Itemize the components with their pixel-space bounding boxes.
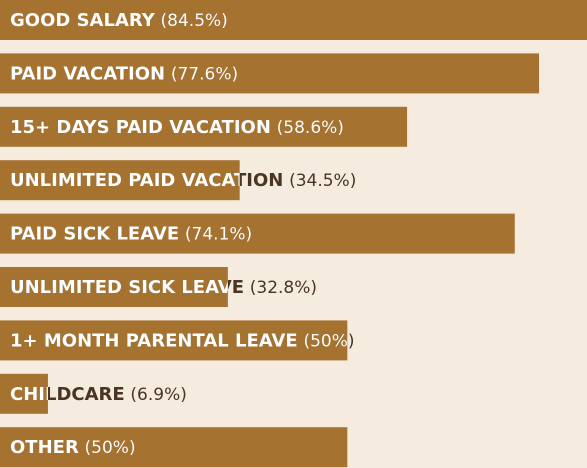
category-label: GOOD SALARY (10, 10, 156, 31)
bar (0, 320, 348, 361)
bar-label: CHILDCARE (6.9%) (10, 384, 187, 405)
category-label: UNLIMITED PAID VACATION (10, 170, 283, 191)
value-label: (77.6%) (171, 64, 238, 84)
value-label: (77.6%) (171, 64, 238, 84)
value-label: (58.6%) (277, 118, 344, 138)
value-label: (74.1%) (185, 225, 252, 245)
category-label: UNLIMITED SICK LEAVE (10, 277, 244, 298)
bar-label: PAID VACATION (77.6%) (10, 63, 238, 84)
category-label: OTHER (10, 437, 79, 458)
bar-label-overlay: CHILDCARE (6.9%) (10, 384, 187, 405)
bar-label-overlay: UNLIMITED PAID VACATION (34.5%) (10, 170, 356, 191)
bar-label-overlay: UNLIMITED SICK LEAVE (32.8%) (10, 277, 317, 298)
bar-label: PAID SICK LEAVE (74.1%) (10, 224, 252, 245)
bar-label: CHILDCARE (6.9%) (10, 384, 187, 405)
bar-label-overlay: 1+ MONTH PARENTAL LEAVE (50%) (10, 330, 355, 351)
bar-label: UNLIMITED SICK LEAVE (32.8%) (10, 277, 317, 298)
bar-label: 1+ MONTH PARENTAL LEAVE (50%) (10, 330, 355, 351)
category-label: UNLIMITED PAID VACATION (10, 170, 283, 191)
value-label: (34.5%) (289, 171, 356, 191)
bar-label-overlay: OTHER (50%) (10, 437, 136, 458)
value-label: (32.8%) (250, 278, 317, 298)
bar (0, 213, 515, 254)
bar-label: 15+ DAYS PAID VACATION (58.6%) (10, 117, 344, 138)
category-label: 15+ DAYS PAID VACATION (10, 117, 271, 138)
value-label: (84.5%) (161, 11, 228, 31)
category-label: GOOD SALARY (10, 10, 156, 31)
category-label: PAID VACATION (10, 63, 165, 84)
category-label: PAID SICK LEAVE (10, 224, 179, 245)
bar-label: 15+ DAYS PAID VACATION (58.6%) (10, 117, 344, 138)
value-label: (84.5%) (161, 11, 228, 31)
category-label: 1+ MONTH PARENTAL LEAVE (10, 330, 298, 351)
category-label: OTHER (10, 437, 79, 458)
bar (0, 373, 48, 414)
bar-label: GOOD SALARY (84.5%) (10, 10, 228, 31)
bar-label: UNLIMITED SICK LEAVE (32.8%) (10, 277, 317, 298)
category-label: 15+ DAYS PAID VACATION (10, 117, 271, 138)
bar-label: PAID VACATION (77.6%) (10, 63, 238, 84)
category-label: PAID VACATION (10, 63, 165, 84)
category-label: CHILDCARE (10, 384, 125, 405)
category-label: UNLIMITED SICK LEAVE (10, 277, 244, 298)
bar-label: UNLIMITED PAID VACATION (34.5%) (10, 170, 356, 191)
value-label: (6.9%) (130, 385, 186, 405)
value-label: (74.1%) (185, 225, 252, 245)
category-label: PAID SICK LEAVE (10, 224, 179, 245)
bar (0, 427, 348, 468)
value-label: (50%) (303, 331, 354, 351)
category-label: 1+ MONTH PARENTAL LEAVE (10, 330, 298, 351)
bar-label: OTHER (50%) (10, 437, 136, 458)
category-label: CHILDCARE (10, 384, 125, 405)
bar (0, 106, 408, 147)
bar-label: PAID SICK LEAVE (74.1%) (10, 224, 252, 245)
bar (0, 160, 240, 201)
value-label: (50%) (85, 438, 136, 458)
bar-label-overlay: GOOD SALARY (84.5%) (10, 10, 228, 31)
bar (0, 53, 540, 94)
bar-label: GOOD SALARY (84.5%) (10, 10, 228, 31)
value-label: (50%) (85, 438, 136, 458)
bar-label-overlay: 15+ DAYS PAID VACATION (58.6%) (10, 117, 344, 138)
bar-label: OTHER (50%) (10, 437, 136, 458)
bar-label-overlay: PAID VACATION (77.6%) (10, 63, 238, 84)
value-label: (50%) (303, 331, 354, 351)
value-label: (58.6%) (277, 118, 344, 138)
bar-label: 1+ MONTH PARENTAL LEAVE (50%) (10, 330, 355, 351)
bar-label: UNLIMITED PAID VACATION (34.5%) (10, 170, 356, 191)
bar (0, 0, 587, 40)
bar (0, 267, 228, 307)
bar-label-overlay: PAID SICK LEAVE (74.1%) (10, 224, 252, 245)
